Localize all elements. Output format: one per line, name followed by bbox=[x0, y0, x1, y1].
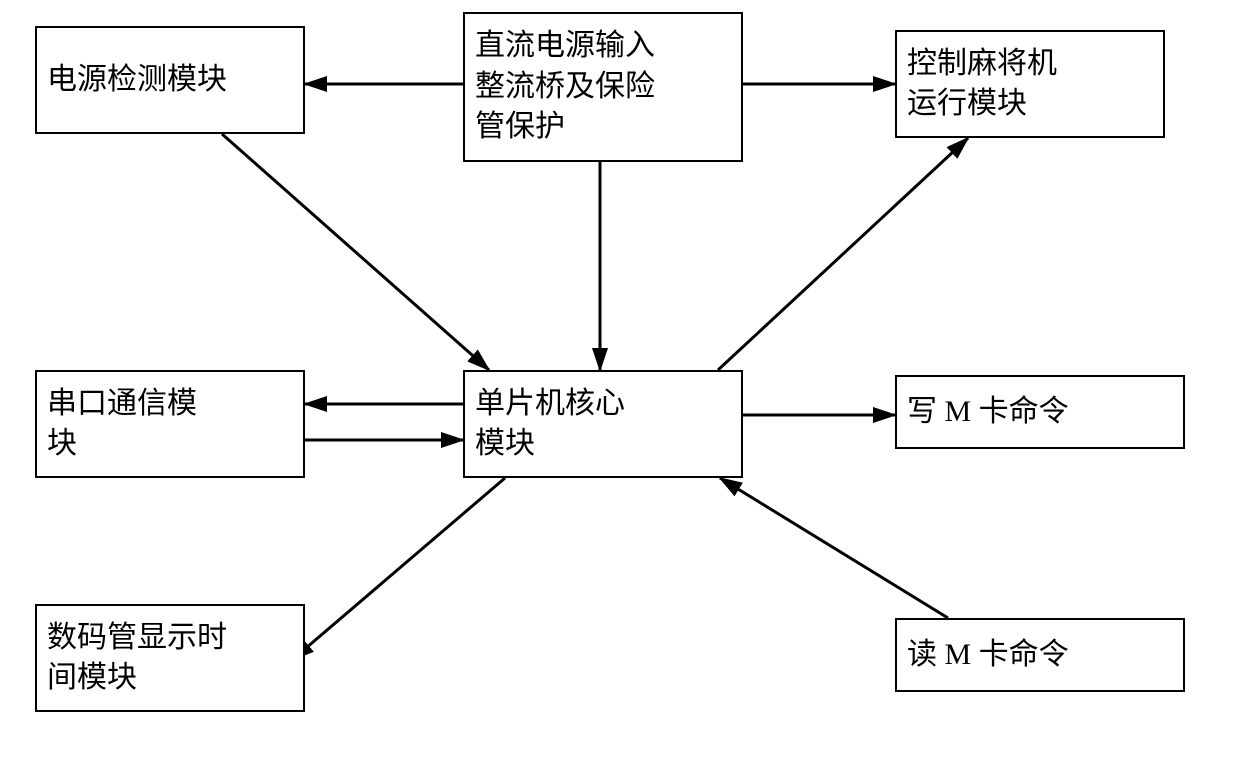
node-control-mahjong: 控制麻将机 运行模块 bbox=[895, 30, 1165, 138]
edge-read-m-to-mcu-core bbox=[720, 478, 948, 618]
node-dc-input: 直流电源输入 整流桥及保险 管保护 bbox=[463, 12, 743, 162]
node-mcu-core: 单片机核心 模块 bbox=[463, 370, 743, 478]
node-digital-display: 数码管显示时 间模块 bbox=[35, 604, 305, 712]
node-power-detect: 电源检测模块 bbox=[35, 26, 305, 134]
edge-mcu-core-to-control-mahjong bbox=[718, 138, 968, 370]
node-read-m: 读 M 卡命令 bbox=[895, 618, 1185, 692]
edge-power-detect-to-mcu-core bbox=[222, 134, 489, 370]
edge-mcu-core-to-digital-display bbox=[292, 478, 505, 660]
system-block-diagram: 电源检测模块 直流电源输入 整流桥及保险 管保护 控制麻将机 运行模块串口通信模 块… bbox=[0, 0, 1240, 775]
node-serial-comm: 串口通信模 块 bbox=[35, 370, 305, 478]
node-write-m: 写 M 卡命令 bbox=[895, 375, 1185, 449]
